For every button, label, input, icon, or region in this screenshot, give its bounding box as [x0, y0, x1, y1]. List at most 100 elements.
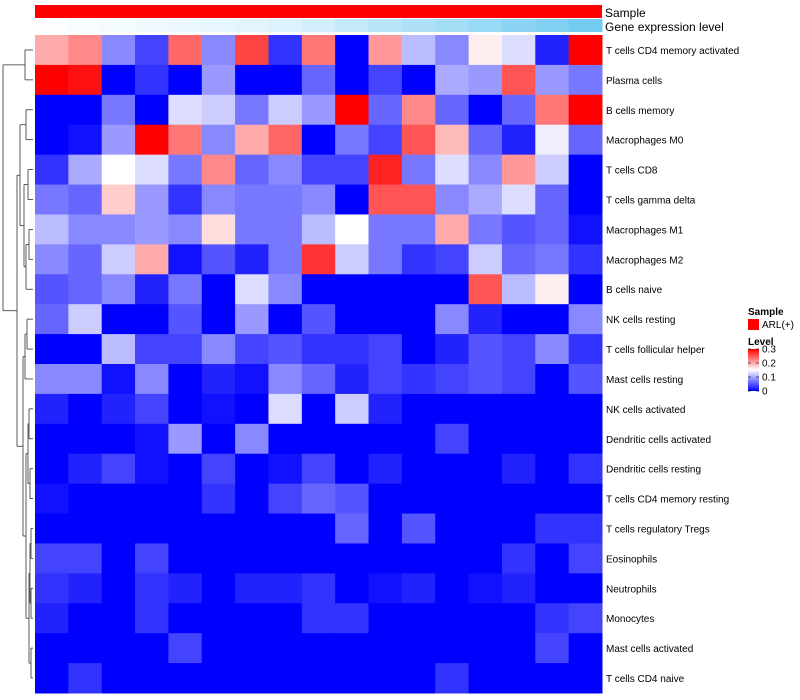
heatmap-cell [235, 184, 269, 215]
annotation-cell-gene-expression [301, 19, 336, 32]
heatmap-cell [401, 453, 436, 485]
heatmap-cell [401, 543, 436, 574]
heatmap-cell [135, 453, 169, 485]
heatmap-cell [568, 573, 603, 604]
heatmap-cell [501, 633, 536, 664]
heatmap-cell [201, 393, 236, 425]
annotation-cell-gene-expression [101, 19, 136, 32]
heatmap-cell [335, 573, 370, 604]
heatmap-cell [101, 334, 136, 365]
heatmap-cell [68, 633, 103, 664]
heatmap-cell [435, 513, 470, 544]
heatmap-cell [368, 154, 403, 186]
heatmap-cell [535, 154, 570, 186]
heatmap-cell [501, 364, 536, 395]
heatmap-cell [401, 244, 436, 275]
heatmap-cell [301, 513, 336, 544]
heatmap-cell [68, 364, 103, 395]
heatmap-cell [401, 364, 436, 395]
heatmap-cell [68, 334, 103, 365]
heatmap-cell [335, 124, 370, 156]
heatmap-cell [368, 393, 403, 425]
heatmap-cell [35, 573, 69, 604]
heatmap-cell [468, 453, 503, 485]
heatmap-cell [468, 35, 503, 66]
heatmap-cell [35, 364, 69, 395]
heatmap-cell [268, 214, 303, 245]
heatmap-cell [35, 124, 69, 156]
heatmap-cell [135, 124, 169, 156]
heatmap-cell [335, 35, 370, 66]
legend-level-title: Level [748, 337, 774, 348]
heatmap-cell [535, 124, 570, 156]
heatmap-cell [68, 64, 103, 96]
heatmap-cell [335, 154, 370, 186]
heatmap-cell [68, 94, 103, 126]
heatmap-cell [535, 334, 570, 365]
heatmap-cell [168, 184, 203, 215]
row-label: Macrophages M0 [606, 136, 684, 147]
heatmap-cell [568, 304, 603, 335]
heatmap-cell [35, 393, 69, 425]
heatmap-cell [401, 184, 436, 215]
heatmap-cell [168, 663, 203, 694]
row-label: Dendritic cells activated [606, 435, 711, 446]
annotation-cell-gene-expression [368, 19, 403, 32]
heatmap-cell [435, 453, 470, 485]
heatmap-cell [101, 663, 136, 694]
heatmap-cell [235, 573, 269, 604]
heatmap-cell [435, 393, 470, 425]
heatmap-cell [168, 543, 203, 574]
heatmap-cell [301, 304, 336, 335]
heatmap-cell [101, 603, 136, 634]
heatmap-cell [568, 334, 603, 365]
heatmap-cell [501, 543, 536, 574]
heatmap-cell [368, 453, 403, 485]
heatmap-cell [135, 304, 169, 335]
heatmap-cell [301, 663, 336, 694]
heatmap-cell [501, 184, 536, 215]
heatmap-cell [468, 244, 503, 275]
heatmap-cell [201, 334, 236, 365]
heatmap-cell [368, 214, 403, 245]
heatmap-cell [268, 633, 303, 664]
heatmap-cell [301, 603, 336, 634]
heatmap-cell [568, 633, 603, 664]
annotation-label-sample: Sample [605, 6, 646, 20]
heatmap-cell [168, 603, 203, 634]
heatmap-cell [468, 64, 503, 96]
heatmap-cell [168, 64, 203, 96]
annotation-cell-gene-expression [168, 19, 203, 32]
heatmap-cell [35, 274, 69, 305]
heatmap-cell [535, 304, 570, 335]
heatmap-cell [368, 603, 403, 634]
heatmap-cell [368, 663, 403, 694]
heatmap-cell [301, 35, 336, 66]
heatmap-cell [468, 573, 503, 604]
heatmap-cell [535, 663, 570, 694]
heatmap-cell [501, 573, 536, 604]
heatmap-cell [68, 244, 103, 275]
row-label: Mast cells resting [606, 375, 683, 386]
row-label: T cells regulatory Tregs [606, 525, 710, 536]
heatmap-cell [235, 364, 269, 395]
heatmap-cell [401, 393, 436, 425]
heatmap-cell [268, 603, 303, 634]
heatmap-cell [501, 603, 536, 634]
heatmap-cell [135, 244, 169, 275]
heatmap-cell [501, 334, 536, 365]
heatmap-cell [468, 124, 503, 156]
heatmap-cell [168, 453, 203, 485]
heatmap-cell [468, 513, 503, 544]
heatmap-cell [568, 274, 603, 305]
heatmap-cell [68, 274, 103, 305]
heatmap-cell [435, 543, 470, 574]
heatmap-cell [268, 393, 303, 425]
heatmap-cell [268, 64, 303, 96]
heatmap-cell [368, 483, 403, 515]
heatmap-cell [235, 423, 269, 455]
row-label: T cells CD4 memory activated [606, 46, 739, 57]
heatmap-cell [101, 483, 136, 515]
heatmap-cell [301, 393, 336, 425]
